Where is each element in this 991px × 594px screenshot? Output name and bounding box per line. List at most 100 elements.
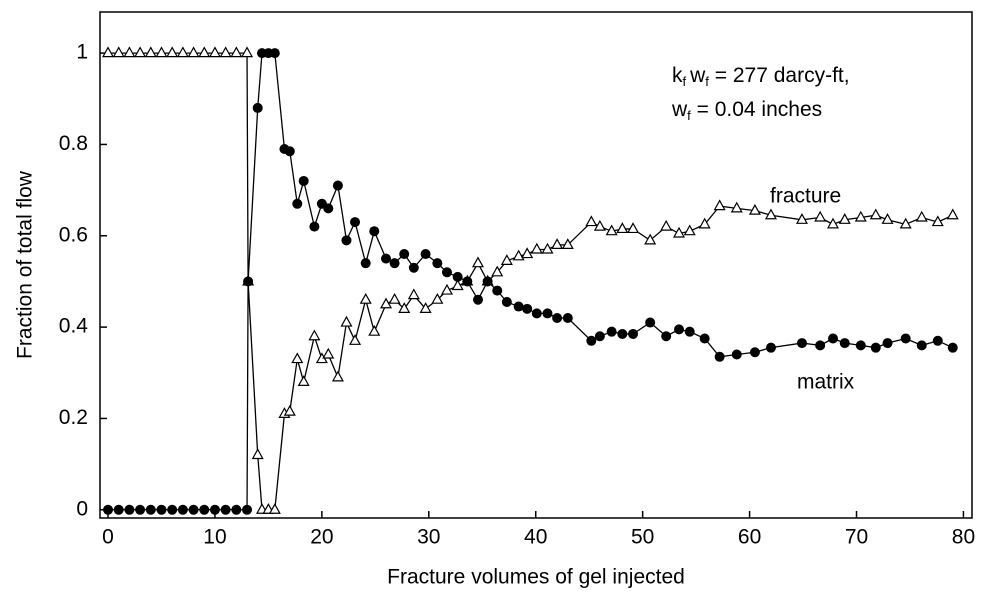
point [551, 238, 564, 250]
point [931, 215, 944, 227]
point [219, 46, 232, 58]
point [500, 254, 513, 265]
point [561, 238, 574, 250]
x-tick-label: 20 [310, 526, 333, 549]
x-tick-label: 0 [102, 526, 114, 549]
point [585, 215, 598, 227]
point [870, 342, 881, 353]
x-tick-label: 40 [524, 526, 547, 549]
x-tick-label: 50 [631, 526, 654, 549]
point [156, 504, 167, 515]
point [645, 317, 656, 328]
point [915, 210, 928, 222]
point [187, 46, 200, 58]
point [586, 335, 597, 346]
point [491, 265, 504, 277]
point [605, 224, 618, 236]
point [360, 258, 371, 269]
point [795, 213, 809, 224]
point [252, 102, 263, 113]
point [562, 312, 573, 323]
point [452, 271, 463, 282]
point [124, 504, 135, 515]
x-tick-label: 70 [845, 526, 868, 549]
point [522, 303, 533, 314]
point [350, 217, 361, 228]
point [269, 48, 280, 59]
point [699, 333, 710, 344]
series-label: fracture [770, 185, 841, 208]
series-line [108, 52, 954, 511]
point [166, 46, 179, 58]
point [230, 46, 243, 58]
point [145, 504, 156, 515]
point [947, 342, 958, 353]
point [441, 267, 452, 278]
x-tick-label: 60 [738, 526, 761, 549]
point [748, 203, 761, 215]
point [501, 296, 512, 307]
y-axis-label: Fraction of total flow [14, 170, 37, 359]
annotation: kf wf = 277 darcy-ft, [672, 64, 850, 90]
y-tick-label: 0.8 [59, 132, 88, 155]
point [472, 294, 483, 305]
point [541, 242, 554, 254]
x-tick-label: 10 [203, 526, 226, 549]
point [815, 340, 826, 351]
point [764, 208, 777, 220]
point [199, 504, 210, 515]
point [398, 302, 411, 313]
point [123, 46, 136, 58]
point [714, 351, 725, 362]
point [341, 235, 352, 246]
annotation-part: = 0.04 inches [691, 98, 822, 121]
annotation-part: w [671, 98, 688, 121]
point [432, 258, 443, 269]
point [660, 219, 673, 231]
x-tick-label: 30 [417, 526, 440, 549]
point [462, 276, 473, 287]
point [389, 258, 400, 269]
point [644, 233, 657, 245]
point [698, 217, 711, 229]
point [309, 221, 320, 232]
point [284, 146, 295, 157]
point [594, 331, 605, 342]
point [916, 340, 927, 351]
point [102, 46, 115, 58]
series-line [108, 52, 954, 511]
point [531, 308, 542, 319]
point [492, 285, 503, 296]
point [513, 301, 524, 312]
annotation-part: = 277 darcy-ft, [709, 64, 850, 87]
point [399, 249, 410, 260]
point [854, 210, 867, 222]
point [388, 292, 401, 304]
x-axis-label: Fracture volumes of gel injected [387, 566, 685, 589]
point [765, 342, 776, 353]
x-tick-label: 80 [952, 526, 975, 549]
point [188, 504, 199, 515]
point [713, 199, 726, 211]
annotation: wf = 0.04 inches [671, 98, 822, 124]
point [869, 208, 882, 220]
y-tick-label: 0.4 [59, 315, 89, 338]
point [881, 213, 894, 224]
point [946, 208, 959, 220]
point [208, 46, 221, 58]
point [838, 213, 851, 224]
point [674, 324, 685, 335]
point [368, 324, 381, 336]
point [606, 326, 617, 337]
point [298, 175, 309, 186]
point [220, 504, 231, 515]
point [796, 338, 807, 349]
point [431, 292, 444, 304]
point [113, 504, 124, 515]
point [241, 46, 254, 58]
point [297, 375, 310, 387]
annotation-part: w [689, 64, 706, 87]
point [322, 347, 335, 359]
point [144, 46, 157, 58]
